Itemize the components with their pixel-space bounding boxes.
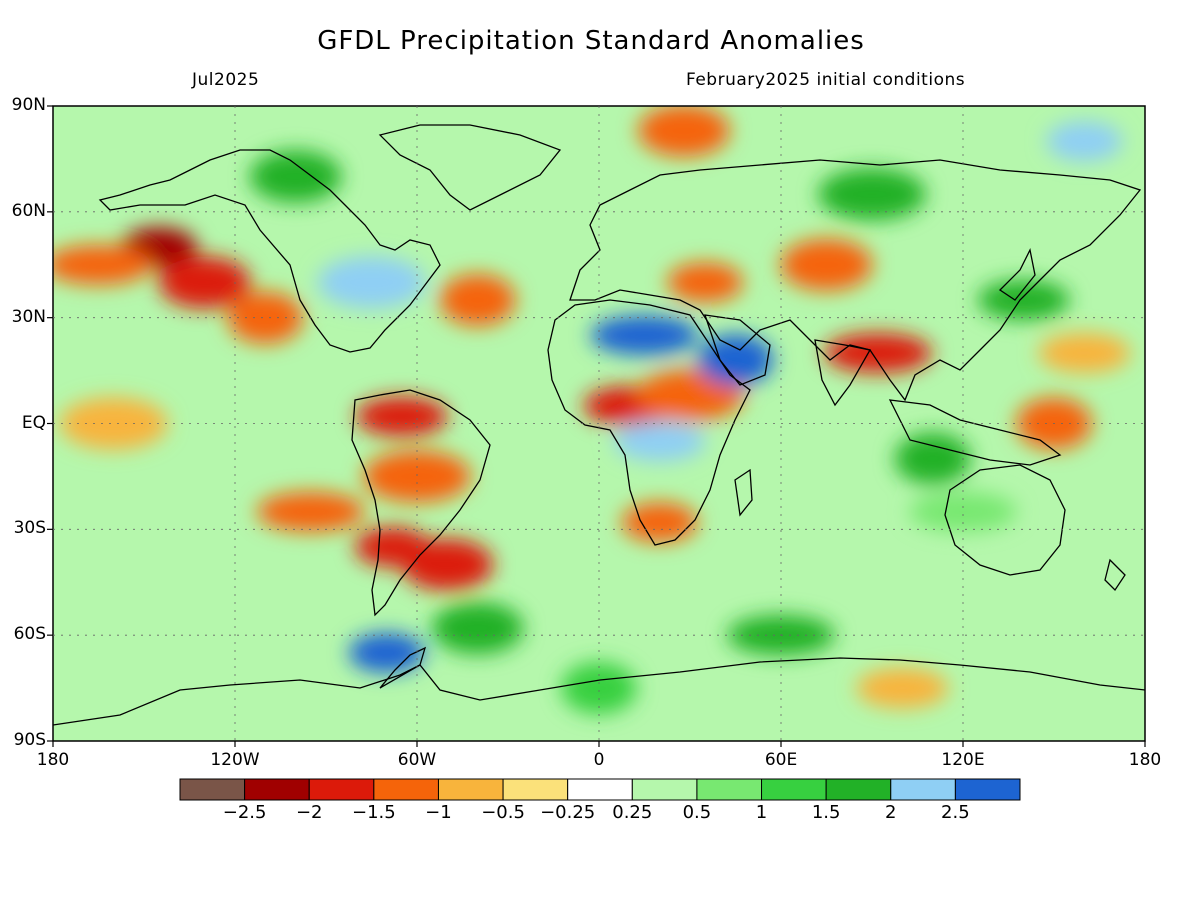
longitude-label: 180 — [36, 750, 70, 770]
anomaly-region — [1038, 332, 1131, 373]
anomaly-region — [818, 168, 926, 221]
colorbar-label: 1.5 — [811, 802, 841, 823]
colorbar-label: −1.5 — [351, 802, 396, 823]
coastline-japan — [998, 248, 1036, 301]
colorbar-swatch — [954, 778, 1021, 801]
graticule — [53, 106, 1145, 741]
anomaly-region — [856, 668, 949, 709]
anomaly-region — [53, 244, 153, 285]
coastline-antarctica — [53, 657, 1145, 726]
anomaly-region — [363, 450, 471, 503]
coastline-india — [814, 339, 872, 407]
colorbar-swatch — [179, 778, 246, 801]
colorbar-label: 2 — [885, 802, 897, 823]
latitude-label: EQ — [21, 412, 46, 433]
coastline-madagascar — [734, 468, 753, 517]
latitude-label: 90S — [13, 730, 46, 750]
coastline-north-america — [98, 149, 441, 353]
anomaly-region — [977, 280, 1070, 321]
coastline-maritime-continent — [888, 399, 1062, 466]
colorbar-swatch — [631, 778, 698, 801]
anomaly-region — [894, 432, 971, 485]
longitude-label: 60E — [764, 750, 798, 770]
colorbar-label: 0.25 — [612, 802, 653, 823]
coastlines — [53, 124, 1145, 726]
anomaly-region — [355, 396, 448, 437]
colorbar-label: 1 — [755, 802, 768, 823]
latitude-label: 30S — [13, 518, 46, 539]
colorbar-label: 2.5 — [941, 802, 970, 823]
anomaly-region — [401, 538, 494, 591]
longitude-label: 60W — [397, 750, 437, 770]
coastline-arabia — [704, 314, 771, 386]
colorbar-swatch — [373, 778, 439, 801]
colorbar-swatch — [825, 778, 892, 801]
colorbar-label: −0.5 — [481, 802, 525, 823]
anomaly-region — [780, 238, 873, 291]
coastline-eurasia — [569, 159, 1142, 402]
coastline-australia — [944, 464, 1066, 576]
axis-ticks — [47, 105, 1146, 747]
anomaly-region — [590, 315, 699, 356]
longitude-label: 0 — [593, 750, 605, 770]
latitude-label: 30N — [11, 306, 46, 327]
anomaly-region — [439, 274, 516, 327]
anomaly-region — [348, 632, 425, 673]
longitude-label: 180 — [1128, 750, 1162, 770]
initial-conditions-label: February2025 initial conditions — [686, 70, 966, 90]
coastline-africa — [547, 299, 751, 546]
colorbar-label: −0.25 — [540, 802, 596, 823]
anomaly-region — [697, 334, 774, 386]
longitude-label: 120W — [210, 750, 260, 770]
anomaly-region — [317, 256, 426, 309]
anomaly-region — [613, 421, 706, 462]
coastline-new-zealand — [1104, 558, 1126, 592]
anomaly-region — [824, 332, 933, 373]
colorbar-swatch — [567, 778, 633, 801]
anomaly-field — [53, 106, 1131, 715]
anomaly-region — [1046, 121, 1123, 162]
anomaly-region — [431, 602, 524, 655]
anomaly-region — [256, 491, 365, 532]
colorbar-swatch — [761, 778, 827, 801]
colorbar-swatch — [308, 778, 375, 801]
colorbar-label: −2.5 — [222, 802, 267, 823]
coastline-south-america — [351, 389, 491, 617]
colorbar-label: −1 — [425, 802, 452, 823]
longitude-label: 120E — [941, 750, 985, 770]
anomaly-region — [227, 291, 304, 344]
colorbar-swatch — [696, 778, 763, 801]
latitude-label: 60N — [11, 200, 46, 221]
anomaly-region — [909, 491, 1017, 532]
map-title: GFDL Precipitation Standard Anomalies — [317, 26, 865, 56]
anomaly-region — [249, 150, 342, 203]
colorbar-swatch — [437, 778, 504, 801]
colorbar-swatch — [890, 778, 956, 801]
anomaly-region — [667, 262, 744, 303]
colorbar-label: 0.5 — [682, 802, 712, 823]
latitude-label: 90N — [11, 95, 46, 115]
valid-month-label: Jul2025 — [192, 70, 260, 90]
anomaly-region — [561, 662, 637, 715]
colorbar-label: −2 — [295, 802, 323, 823]
anomaly-region — [621, 502, 698, 543]
colorbar-swatch — [244, 778, 310, 801]
coastline-antarctic-peninsula — [379, 646, 427, 689]
anomaly-region — [637, 106, 730, 157]
colorbar — [179, 778, 1021, 801]
latitude-label: 60S — [13, 624, 46, 645]
anomaly-region — [59, 397, 168, 450]
anomaly-region — [158, 256, 251, 309]
coastline-greenland — [378, 124, 562, 211]
colorbar-swatch — [502, 778, 569, 801]
